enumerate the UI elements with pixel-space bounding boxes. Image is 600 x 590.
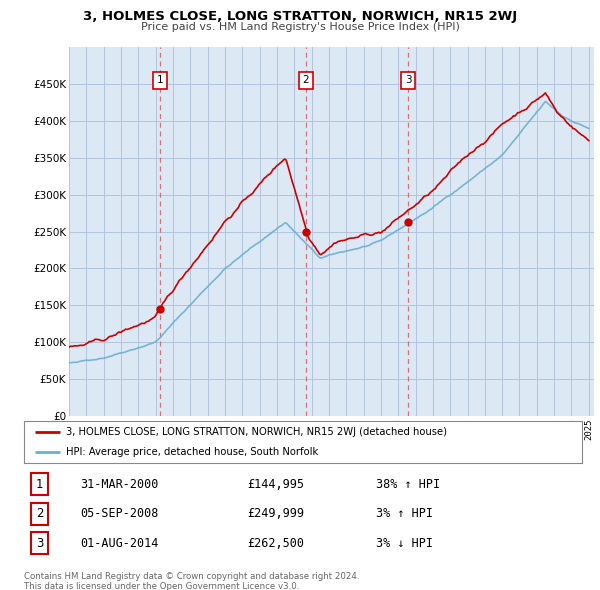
- Text: 01-AUG-2014: 01-AUG-2014: [80, 537, 158, 550]
- Text: £144,995: £144,995: [247, 478, 304, 491]
- Text: 1: 1: [36, 478, 43, 491]
- Text: 3% ↑ HPI: 3% ↑ HPI: [376, 507, 433, 520]
- Text: Price paid vs. HM Land Registry's House Price Index (HPI): Price paid vs. HM Land Registry's House …: [140, 22, 460, 32]
- Text: £249,999: £249,999: [247, 507, 304, 520]
- Text: 3: 3: [36, 537, 43, 550]
- Text: This data is licensed under the Open Government Licence v3.0.: This data is licensed under the Open Gov…: [24, 582, 299, 590]
- Text: £262,500: £262,500: [247, 537, 304, 550]
- Text: HPI: Average price, detached house, South Norfolk: HPI: Average price, detached house, Sout…: [66, 447, 318, 457]
- Text: 3, HOLMES CLOSE, LONG STRATTON, NORWICH, NR15 2WJ (detached house): 3, HOLMES CLOSE, LONG STRATTON, NORWICH,…: [66, 427, 447, 437]
- Text: 38% ↑ HPI: 38% ↑ HPI: [376, 478, 440, 491]
- Text: Contains HM Land Registry data © Crown copyright and database right 2024.: Contains HM Land Registry data © Crown c…: [24, 572, 359, 581]
- Text: 1: 1: [157, 76, 163, 86]
- Text: 3, HOLMES CLOSE, LONG STRATTON, NORWICH, NR15 2WJ: 3, HOLMES CLOSE, LONG STRATTON, NORWICH,…: [83, 10, 517, 23]
- Text: 3% ↓ HPI: 3% ↓ HPI: [376, 537, 433, 550]
- Text: 3: 3: [405, 76, 412, 86]
- Text: 31-MAR-2000: 31-MAR-2000: [80, 478, 158, 491]
- Text: 05-SEP-2008: 05-SEP-2008: [80, 507, 158, 520]
- Text: 2: 2: [302, 76, 309, 86]
- Text: 2: 2: [36, 507, 43, 520]
